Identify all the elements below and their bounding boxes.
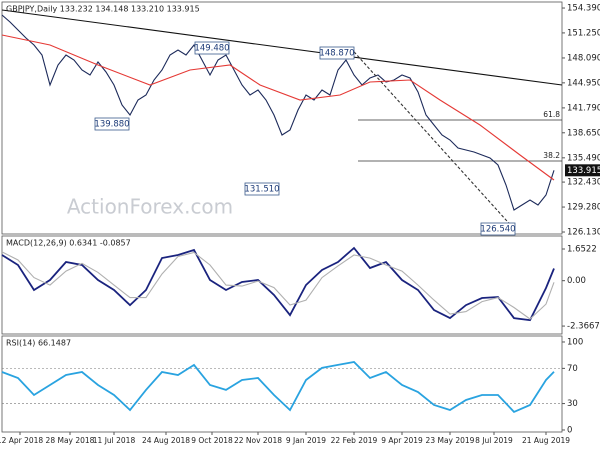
y-tick-label: 138.650	[567, 128, 600, 138]
annotation-box	[244, 182, 280, 196]
panel-frame	[1, 1, 563, 235]
panel-frame	[1, 235, 563, 335]
price-tag: 133.915	[567, 166, 600, 176]
y-tick-label: 0	[567, 425, 572, 435]
panel-title: GBPJPY,Daily 133.232 134.148 133.210 133…	[6, 5, 200, 14]
x-tick-label: 23 May 2019	[426, 436, 475, 445]
annotation: 149.480	[194, 44, 229, 54]
y-tick-label: 135.490	[567, 153, 600, 163]
annotation: 126.540	[480, 225, 515, 235]
series-line	[1, 9, 563, 86]
level-label: 61.8	[543, 110, 560, 119]
x-tick-label: 9 Apr 2019	[381, 436, 423, 445]
x-tick-label: 21 Aug 2019	[522, 436, 570, 445]
y-tick-label: 30	[567, 399, 578, 409]
x-tick-label: 28 May 2018	[46, 436, 95, 445]
y-tick-label: 129.280	[567, 203, 600, 213]
x-tick-label: 22 Feb 2019	[331, 436, 378, 445]
series-line	[1, 251, 555, 320]
annotation-box	[194, 41, 230, 55]
series-line	[1, 14, 555, 211]
y-tick-label: 70	[567, 364, 578, 374]
panel-title: MACD(12,26,9) 0.6341 -0.0857	[6, 239, 131, 248]
panel-frame	[1, 335, 563, 433]
y-tick-label: 151.250	[567, 28, 600, 38]
y-tick-label: 148.090	[567, 53, 600, 63]
x-tick-label: 22 Nov 2018	[234, 436, 282, 445]
y-tick-label: 100	[567, 337, 583, 347]
y-tick-label: 132.430	[567, 178, 600, 188]
x-tick-label: 8 Jul 2019	[475, 436, 513, 445]
annotation: 131.510	[244, 185, 279, 195]
watermark: ActionForex.com	[67, 195, 233, 219]
series-line	[353, 51, 515, 230]
y-tick-label: 0.00	[567, 276, 586, 286]
series-line	[1, 361, 555, 413]
annotation: 139.880	[94, 120, 129, 130]
x-tick-label: 24 Aug 2018	[142, 436, 190, 445]
y-tick-label: 154.390	[567, 4, 600, 14]
y-tick-label: 141.790	[567, 103, 600, 113]
annotation-box	[319, 46, 355, 60]
annotation: 148.870	[319, 49, 354, 59]
y-tick-label: 126.130	[567, 228, 600, 238]
x-tick-label: 9 Jan 2019	[286, 436, 326, 445]
annotation-box	[480, 222, 516, 236]
x-tick-label: 9 Oct 2018	[191, 436, 233, 445]
panel-title: RSI(14) 66.1487	[6, 339, 71, 348]
annotation-box	[94, 117, 130, 131]
price-tag-box	[565, 164, 600, 177]
x-tick-label: 11 Jul 2018	[93, 436, 136, 445]
series-line	[1, 34, 555, 181]
x-tick-label: 12 Apr 2018	[0, 436, 43, 445]
level-label: 38.2	[543, 151, 560, 160]
y-tick-label: -2.3667	[567, 322, 600, 332]
y-tick-label: 1.6522	[567, 244, 597, 254]
y-tick-label: 144.950	[567, 78, 600, 88]
series-line	[1, 246, 555, 322]
